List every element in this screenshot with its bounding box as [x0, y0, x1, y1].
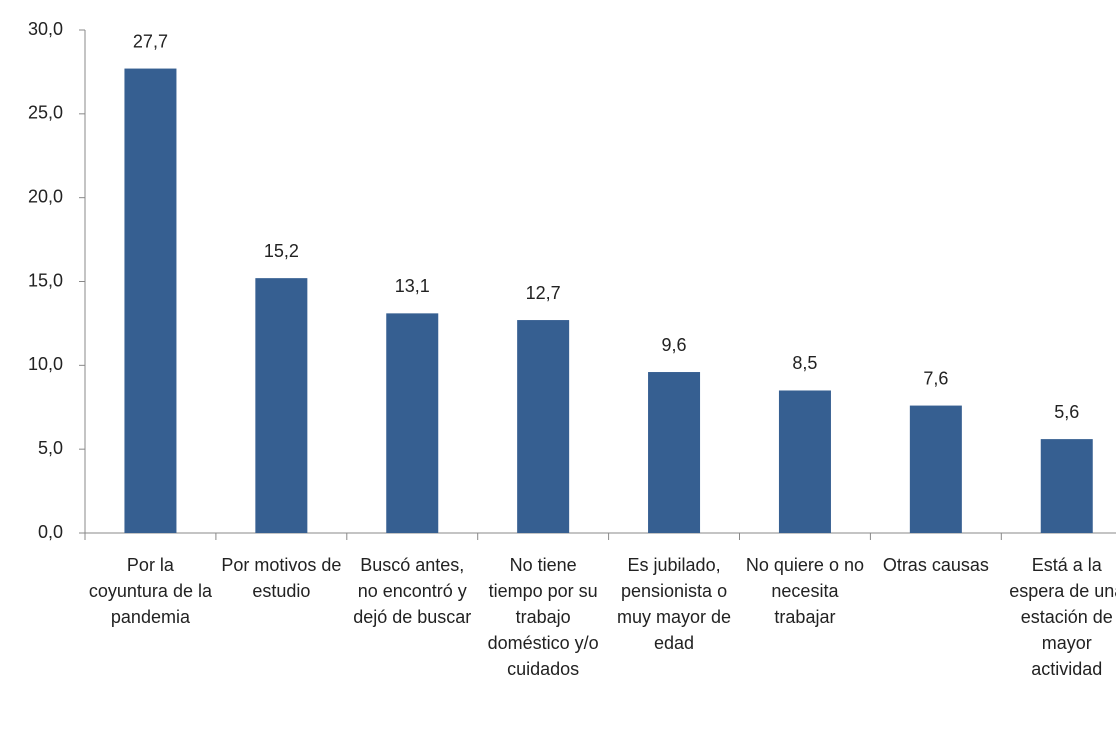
x-tick-label: Buscó antes, no encontró y dejó de busca… [353, 555, 472, 627]
bar [1040, 439, 1093, 533]
bar [909, 405, 962, 533]
x-tick-label: No quiere o no necesita trabajar [745, 555, 864, 627]
bar [255, 278, 308, 533]
bar [648, 372, 701, 533]
y-tick-label: 5,0 [38, 438, 63, 458]
y-tick-label: 0,0 [38, 522, 63, 542]
x-tick-label: Por la coyuntura de la pandemia [88, 555, 212, 627]
value-label: 9,6 [662, 335, 687, 355]
x-tick-label: Por motivos de estudio [221, 555, 342, 601]
value-label: 8,5 [792, 353, 817, 373]
bar [778, 390, 831, 533]
value-label: 15,2 [264, 241, 299, 261]
x-tick-label: No tiene tiempo por su trabajo doméstico… [487, 555, 599, 679]
y-tick-label: 30,0 [28, 19, 63, 39]
value-label: 27,7 [133, 31, 168, 51]
bar [124, 68, 177, 534]
y-tick-label: 15,0 [28, 270, 63, 290]
y-tick-label: 20,0 [28, 186, 63, 206]
value-label: 12,7 [526, 283, 561, 303]
value-label: 7,6 [923, 368, 948, 388]
value-label: 13,1 [395, 276, 430, 296]
bar [517, 320, 570, 533]
bar [386, 313, 439, 533]
x-tick-label: Otras causas [882, 555, 989, 575]
x-tick-label: Es jubilado, pensionista o muy mayor de … [617, 555, 732, 653]
y-tick-label: 10,0 [28, 354, 63, 374]
x-tick-label: Está a la espera de una estación de mayo… [1009, 555, 1116, 679]
y-tick-label: 25,0 [28, 103, 63, 123]
value-label: 5,6 [1054, 402, 1079, 422]
